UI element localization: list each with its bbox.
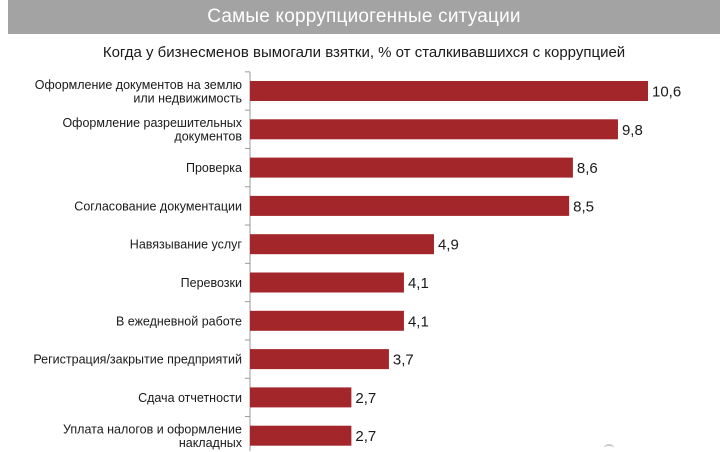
chart-title: Когда у бизнесменов вымогали взятки, % о…: [102, 44, 626, 61]
data-label: 2,7: [355, 428, 376, 445]
bar: [250, 157, 573, 178]
data-label: 4,9: [438, 237, 459, 254]
category-label: Проверка: [186, 161, 242, 175]
watermark-logo: [604, 444, 614, 452]
category-label: Навязывание услуг: [130, 238, 243, 252]
category-label: Оформление разрешительных документов: [62, 116, 242, 144]
data-label: 8,6: [577, 160, 598, 177]
bar: [250, 349, 389, 370]
header-title: Самые коррупциогенные ситуации: [207, 6, 521, 27]
data-label: 4,1: [408, 313, 429, 330]
bar: [250, 310, 404, 331]
bar: [250, 425, 352, 446]
category-label: Регистрация/закрытие предприятий: [33, 353, 242, 367]
data-label: 3,7: [393, 352, 414, 369]
category-label: Согласование документации: [74, 199, 242, 213]
category-label: Оформление документов на землю или недвиж…: [35, 78, 242, 106]
bar: [250, 272, 404, 293]
category-label: В ежедневной работе: [116, 314, 242, 328]
category-label: Перевозки: [181, 276, 242, 290]
data-label: 10,6: [652, 84, 681, 101]
bar: [250, 234, 434, 255]
category-label: Уплата налогов и оформление накладных: [63, 422, 243, 450]
data-label: 4,1: [408, 275, 429, 292]
bar: [250, 387, 352, 408]
data-label: 2,7: [355, 390, 376, 407]
category-label: Сдача отчетности: [138, 391, 242, 405]
header-bar: Самые коррупциогенные ситуации: [8, 0, 720, 34]
data-label: 8,5: [573, 198, 594, 215]
bar: [250, 195, 570, 216]
bar: [250, 81, 648, 101]
data-label: 9,8: [622, 122, 643, 139]
bar: [250, 119, 618, 140]
